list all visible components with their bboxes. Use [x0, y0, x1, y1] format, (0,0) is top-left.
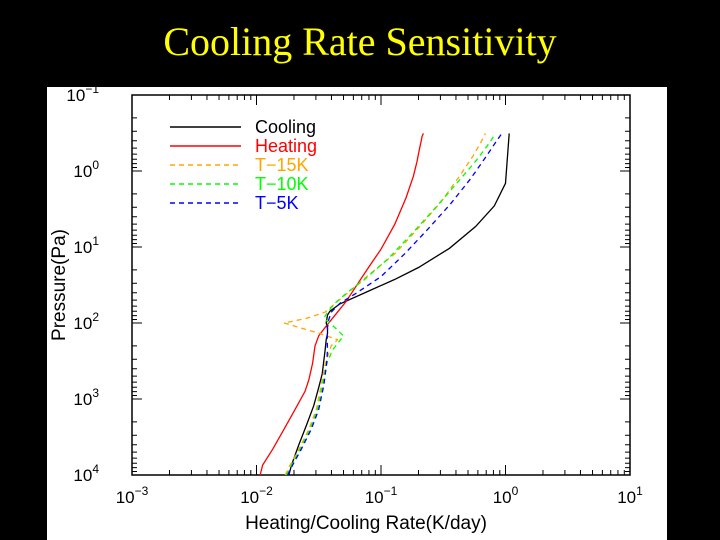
x-tick-label: 10−2 [240, 484, 273, 507]
plot-frame [131, 94, 631, 476]
y-tick-label: 104 [73, 462, 99, 485]
slide-title: Cooling Rate Sensitivity [163, 19, 557, 64]
legend-label-1: Heating [255, 136, 317, 156]
legend-label-0: Cooling [255, 117, 316, 137]
x-tick-label: 100 [493, 484, 519, 507]
plot-panel: 10−3 10−2 10−1 100 101 10−1 100 101 102 103 104 H… [47, 87, 667, 540]
x-axis-title: Heating/Cooling Rate(K/day) [245, 513, 487, 534]
y-tick-label: 10−1 [66, 87, 99, 105]
x-tick-label: 101 [617, 484, 643, 507]
legend-label-3: T−10K [255, 174, 309, 194]
y-tick-label: 101 [73, 234, 99, 257]
series-line-1 [259, 133, 424, 476]
y-axis-title: Pressure(Pa) [49, 229, 70, 341]
chart: 10−3 10−2 10−1 100 101 10−1 100 101 102 103 104 H… [49, 87, 643, 534]
series-line-4 [287, 133, 503, 476]
series-line-0 [288, 133, 510, 476]
x-tick-label: 10−3 [116, 484, 149, 507]
y-tick-label: 103 [73, 386, 99, 409]
y-tick-label: 102 [73, 310, 99, 333]
x-tick-label: 10−1 [365, 484, 398, 507]
series-layer [259, 133, 510, 476]
series-line-2 [283, 133, 486, 476]
series-line-3 [285, 133, 497, 476]
y-tick-labels: 10−1 100 101 102 103 104 [66, 87, 99, 485]
legend-label-4: T−5K [255, 193, 299, 213]
x-tick-labels: 10−3 10−2 10−1 100 101 [116, 484, 643, 507]
y-tick-label: 100 [73, 158, 99, 181]
legend-label-2: T−15K [255, 155, 309, 175]
